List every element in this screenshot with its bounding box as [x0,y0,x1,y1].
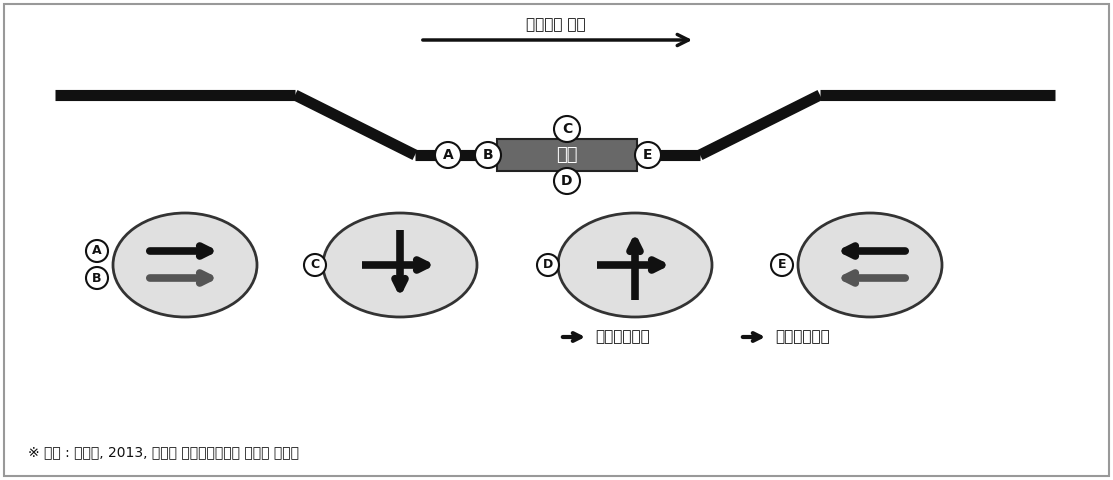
Ellipse shape [798,213,942,317]
Text: C: C [562,122,572,136]
Circle shape [86,240,108,262]
Text: E: E [643,148,652,162]
Circle shape [771,254,792,276]
Text: 화면표출방향: 화면표출방향 [775,329,830,345]
Circle shape [304,254,326,276]
Circle shape [86,267,108,289]
Ellipse shape [323,213,477,317]
Circle shape [554,168,580,194]
Text: A: A [92,244,101,257]
Circle shape [475,142,501,168]
Text: B: B [92,272,101,285]
Text: A: A [443,148,453,162]
Text: C: C [311,259,319,272]
Text: D: D [543,259,553,272]
Text: E: E [778,259,786,272]
Circle shape [536,254,559,276]
Circle shape [554,116,580,142]
Text: ※ 자료 : 경기도, 2013, 경기도 버스정보시스템 표준화 매뉴얼: ※ 자료 : 경기도, 2013, 경기도 버스정보시스템 표준화 매뉴얼 [28,445,299,459]
Text: 셸터: 셸터 [556,146,578,164]
Text: D: D [561,174,573,188]
Text: 버스주행방향: 버스주행방향 [595,329,650,345]
Circle shape [636,142,661,168]
Circle shape [435,142,461,168]
Ellipse shape [558,213,712,317]
Ellipse shape [114,213,257,317]
Text: B: B [483,148,493,162]
Text: 차량주행 방향: 차량주행 방향 [526,17,585,33]
FancyBboxPatch shape [498,139,637,171]
